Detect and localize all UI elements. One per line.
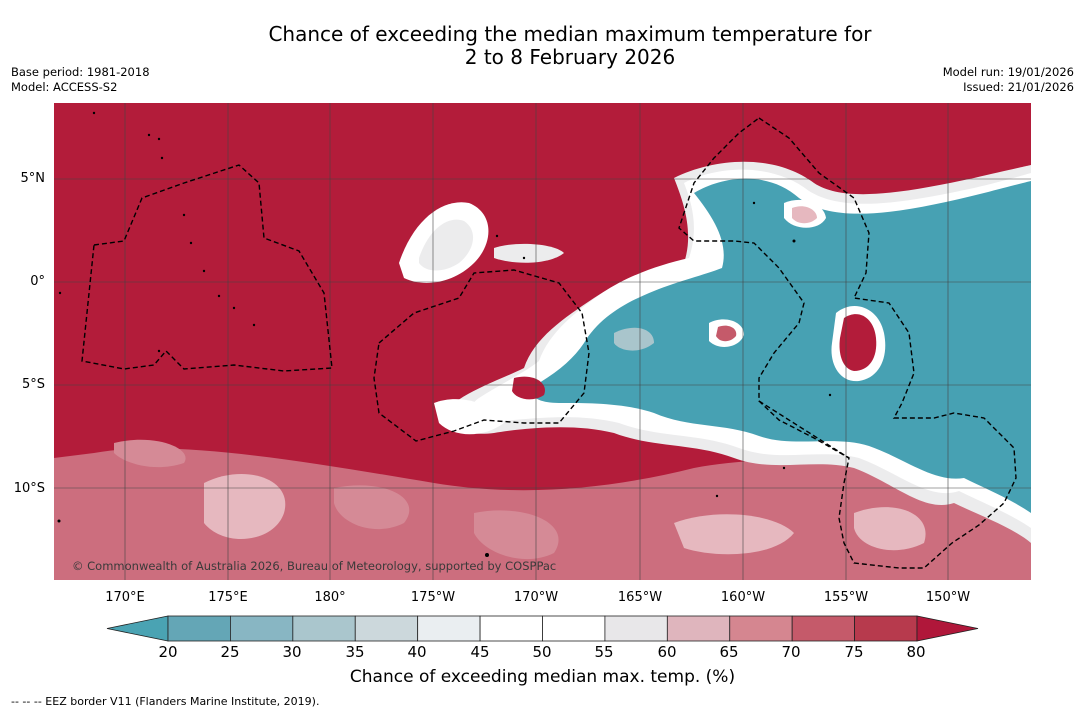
- southern-pink-light-1: [204, 474, 286, 540]
- colorbar-segment: [354, 615, 419, 642]
- south-transition-blob: [434, 399, 504, 435]
- lon-label: 170°W: [513, 590, 559, 605]
- colorbar-segment: [854, 615, 918, 642]
- colorbar-tick-label: 20: [158, 643, 178, 661]
- lat-label: 0°: [30, 274, 45, 289]
- warm-patch-central-core: [716, 325, 737, 342]
- issued-date: Issued: 21/01/2026: [963, 80, 1074, 94]
- model-run: Model run: 19/01/2026: [942, 65, 1074, 79]
- west-cool-blob-inner: [419, 219, 474, 271]
- lon-label: 160°W: [720, 590, 766, 605]
- base-period: Base period: 1981-2018: [11, 65, 150, 79]
- colorbar-segment: [604, 615, 668, 642]
- colorbar-tick-label: 55: [594, 643, 614, 661]
- lon-label: 180°: [314, 590, 346, 605]
- colorbar-title: Chance of exceeding median max. temp. (%…: [349, 667, 736, 687]
- lat-label: 10°S: [13, 481, 45, 496]
- southern-pink-light-6: [114, 439, 186, 468]
- lon-label: 155°W: [823, 590, 869, 605]
- colorbar-segment: [230, 615, 294, 642]
- lon-label: 175°E: [208, 590, 248, 605]
- lon-label: 175°W: [410, 590, 456, 605]
- colorbar: [106, 615, 979, 642]
- colorbar-segment: [542, 615, 606, 642]
- colorbar-segment: [167, 615, 231, 642]
- eez-kiribati-phoenix: [373, 269, 590, 442]
- warm-patch-east-core: [839, 314, 877, 371]
- graticule: [54, 103, 1031, 580]
- eez-line-islands: [678, 117, 1017, 569]
- south-transition-core: [512, 376, 545, 400]
- colorbar-segments: [167, 615, 918, 642]
- eez-borders: [81, 117, 1017, 569]
- colorbar-segment: [729, 615, 793, 642]
- colorbar-high-arrow: [916, 615, 979, 642]
- colorbar-segment: [791, 615, 855, 642]
- colorbar-tick-label: 50: [532, 643, 552, 661]
- lat-label: 5°S: [21, 377, 45, 392]
- colorbar-tick-label: 25: [220, 643, 240, 661]
- lon-label: 150°W: [925, 590, 971, 605]
- cool-light-edge: [614, 327, 654, 351]
- islands: [57, 111, 832, 557]
- colorbar-segment: [292, 615, 356, 642]
- colorbar-tick-label: 75: [844, 643, 864, 661]
- map-title-line-1: Chance of exceeding the median maximum t…: [268, 22, 872, 46]
- colorbar-segment: [417, 615, 481, 642]
- lat-label: 5°N: [20, 171, 46, 186]
- colorbar-tick-label: 80: [906, 643, 926, 661]
- copyright-notice: © Commonwealth of Australia 2026, Bureau…: [72, 559, 557, 573]
- west-blob-2: [494, 243, 564, 263]
- southern-pink-light-3: [674, 514, 794, 555]
- colorbar-tick-label: 65: [719, 643, 739, 661]
- warm-patch-north-core: [792, 206, 817, 224]
- colorbar-low-arrow: [106, 615, 169, 642]
- southern-pink-light-4: [854, 507, 926, 551]
- meta-right: Model run: 19/01/2026 Issued: 21/01/2026: [943, 65, 1074, 95]
- meta-left: Base period: 1981-2018 Model: ACCESS-S2: [11, 65, 150, 95]
- colorbar-tick-label: 35: [345, 643, 365, 661]
- southern-pink-light-2: [334, 485, 410, 530]
- model-name: Model: ACCESS-S2: [11, 80, 118, 94]
- colorbar-segment: [479, 615, 543, 642]
- map-title-line-2: 2 to 8 February 2026: [464, 45, 676, 69]
- eez-footnote: -- -- -- EEZ border V11 (Flanders Marine…: [11, 695, 320, 708]
- southern-pink-band: [54, 443, 1031, 580]
- colorbar-tick-label: 45: [470, 643, 490, 661]
- colorbar-tick-label: 70: [781, 643, 801, 661]
- colorbar-tick-label: 40: [407, 643, 427, 661]
- lon-label: 170°E: [105, 590, 145, 605]
- colorbar-segment: [666, 615, 731, 642]
- colorbar-tick-label: 30: [282, 643, 302, 661]
- colorbar-tick-label: 60: [657, 643, 677, 661]
- lon-label: 165°W: [617, 590, 663, 605]
- southern-pink-light-5: [474, 510, 559, 560]
- forecast-map: © Commonwealth of Australia 2026, Bureau…: [54, 103, 1031, 580]
- cool-region: [531, 178, 1031, 513]
- eez-kiribati-gilbert: [81, 164, 333, 372]
- eez-inner-divider: [758, 400, 850, 459]
